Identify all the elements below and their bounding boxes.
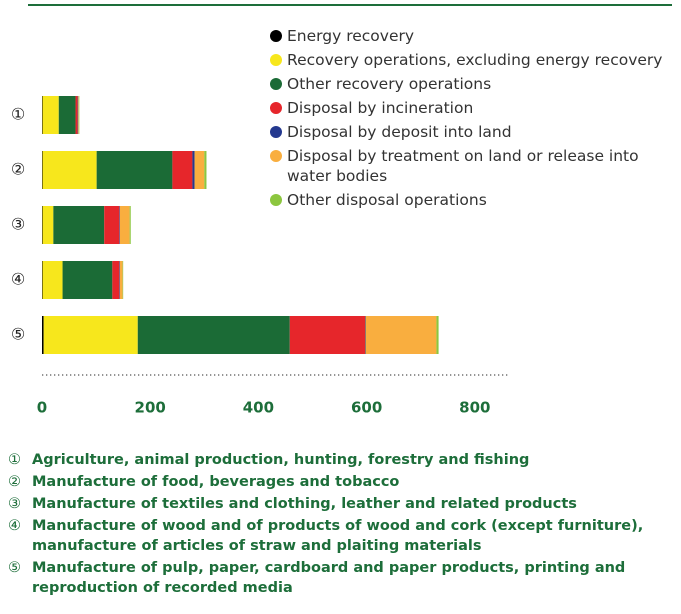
legend-label: Disposal by treatment on land or release… <box>287 147 639 185</box>
legend-item: Recovery operations, excluding energy re… <box>270 50 678 70</box>
legend-marker <box>270 102 282 114</box>
legend-marker <box>270 150 282 162</box>
legend-marker <box>270 194 282 206</box>
bar-segment <box>122 261 124 299</box>
bar-segment <box>42 206 43 244</box>
legend-label: Other recovery operations <box>287 75 492 93</box>
note-marker: ① <box>8 452 21 468</box>
note-marker: ② <box>8 474 21 490</box>
legend-item: Other recovery operations <box>270 74 678 94</box>
bar-segment <box>119 206 130 244</box>
x-tick-label: 0 <box>37 399 47 417</box>
note-item: ② Manufacture of food, beverages and toba… <box>8 472 673 492</box>
bar-segment <box>365 316 437 354</box>
bar-segment <box>96 151 173 189</box>
note-text: Agriculture, animal production, hunting,… <box>32 452 530 468</box>
bar-segment <box>42 206 54 244</box>
bar-segment <box>119 261 120 299</box>
x-tick-label: 400 <box>243 399 274 417</box>
legend-marker <box>270 30 282 42</box>
legend-label: Recovery operations, excluding energy re… <box>287 51 663 69</box>
x-tick-label: 200 <box>135 399 166 417</box>
bar-segment <box>42 316 44 354</box>
bar-segment <box>104 206 120 244</box>
y-tick-label: ② <box>11 160 25 179</box>
note-item: ⑤ Manufacture of pulp, paper, cardboard a… <box>8 558 673 598</box>
bar-segment <box>62 261 113 299</box>
bar-segment <box>78 96 80 134</box>
bar-segment <box>42 151 43 189</box>
bar-segment <box>42 261 63 299</box>
y-tick-label: ⑤ <box>11 325 25 344</box>
note-text: Manufacture of textiles and clothing, le… <box>32 496 577 512</box>
bar-segment <box>137 316 290 354</box>
note-marker: ③ <box>8 496 21 512</box>
note-marker: ⑤ <box>8 560 21 576</box>
note-text: Manufacture of food, beverages and tobac… <box>32 474 400 490</box>
legend-label: Energy recovery <box>287 27 415 45</box>
bar-segment <box>53 206 105 244</box>
x-tick-label: 600 <box>351 399 382 417</box>
x-tick-label: 800 <box>459 399 490 417</box>
legend-item: Disposal by incineration <box>270 98 678 118</box>
bar-segment <box>172 151 193 189</box>
bar-segment <box>365 316 366 354</box>
bar-segment <box>43 316 138 354</box>
legend-label: Other disposal operations <box>287 191 487 209</box>
bar-segment <box>119 206 120 244</box>
legend-marker <box>270 54 282 66</box>
legend-marker <box>270 78 282 90</box>
note-text: Manufacture of pulp, paper, cardboard an… <box>32 560 626 596</box>
legend-item: Energy recovery <box>270 26 678 46</box>
note-marker: ④ <box>8 518 21 534</box>
bar-segment <box>78 96 79 134</box>
bar-segment <box>204 151 207 189</box>
note-item: ③ Manufacture of textiles and clothing, l… <box>8 494 673 514</box>
notes: ① Agriculture, animal production, hunting… <box>8 450 673 600</box>
y-tick-label: ① <box>11 105 25 124</box>
bar-segment <box>42 96 59 134</box>
bar-segment <box>119 261 123 299</box>
note-text: Manufacture of wood and of products of w… <box>32 518 644 554</box>
bar-segment <box>289 316 366 354</box>
legend-item: Disposal by treatment on land or release… <box>270 146 678 186</box>
bar-segment <box>194 151 205 189</box>
bar-segment <box>42 151 97 189</box>
y-tick-label: ④ <box>11 270 25 289</box>
bar-segment <box>77 96 79 134</box>
bar-segment <box>75 96 78 134</box>
y-tick-label: ③ <box>11 215 25 234</box>
legend: Energy recovery Recovery operations, excl… <box>270 26 678 214</box>
legend-item: Other disposal operations <box>270 190 678 210</box>
bar-segment <box>58 96 76 134</box>
note-item: ① Agriculture, animal production, hunting… <box>8 450 673 470</box>
bar-segment <box>42 261 43 299</box>
legend-marker <box>270 126 282 138</box>
bar-segment <box>42 96 43 134</box>
bar-segment <box>436 316 439 354</box>
bar-segment <box>129 206 131 244</box>
legend-label: Disposal by incineration <box>287 99 474 117</box>
bar-segment <box>192 151 195 189</box>
legend-item: Disposal by deposit into land <box>270 122 678 142</box>
note-item: ④ Manufacture of wood and of products of … <box>8 516 673 556</box>
legend-label: Disposal by deposit into land <box>287 123 512 141</box>
bar-segment <box>112 261 120 299</box>
